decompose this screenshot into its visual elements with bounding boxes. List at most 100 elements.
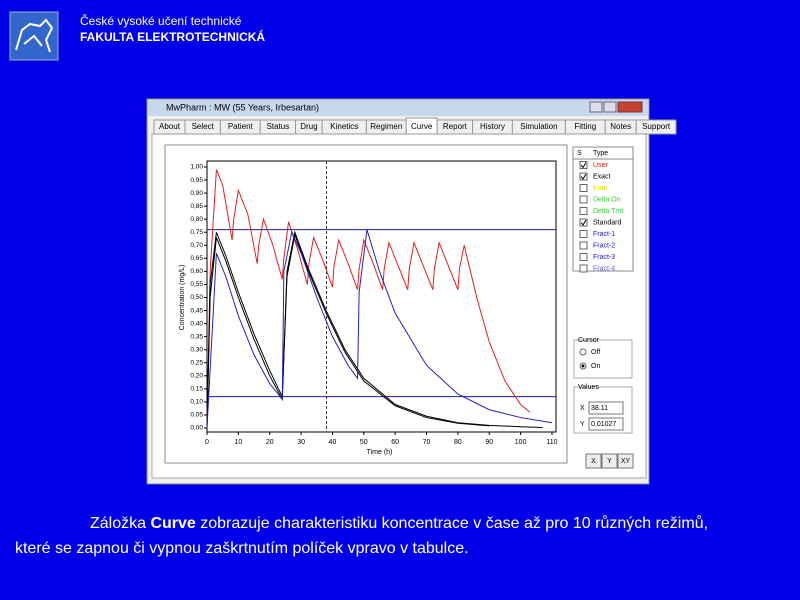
list-item: Fract-1: [593, 231, 615, 238]
logo: [9, 11, 59, 61]
caption: které se zapnou či vypnou zaškrtnutím po…: [15, 540, 469, 557]
group-title: Values: [578, 384, 599, 391]
button-label: Y: [607, 458, 612, 465]
list-item: Fract-2: [593, 242, 615, 249]
field-box: [588, 417, 624, 431]
data-line: [206, 229, 553, 429]
tab-label: Notes: [610, 122, 631, 131]
app-window: MwPharm : MW (55 Years, Irbesartan): [146, 98, 650, 485]
cursor-group: [573, 339, 633, 379]
tab-label: Report: [443, 122, 468, 131]
tab-label: Patient: [228, 122, 254, 131]
y-tick-label: 0,55: [190, 281, 203, 288]
y-tick-label: 0,35: [190, 333, 203, 340]
tab-label: Curve: [411, 122, 433, 131]
y-tick-label: 0,70: [190, 242, 203, 249]
y-tick-label: 0,50: [190, 294, 203, 301]
list-item: Delta Tmt: [593, 208, 623, 215]
y-tick-label: 0,30: [190, 346, 203, 353]
checkbox[interactable]: [579, 218, 588, 227]
x-tick-label: 70: [423, 439, 431, 446]
y-tick-label: 0,10: [190, 399, 203, 406]
data-line: [206, 169, 531, 429]
x-tick-label: 50: [360, 439, 368, 446]
list-item: Standard: [593, 219, 622, 226]
button-label: X: [591, 458, 596, 465]
y-tick-label: 0,40: [190, 320, 203, 327]
radio[interactable]: [579, 348, 587, 356]
tab-label: Simulation: [520, 122, 557, 131]
checkbox[interactable]: [579, 264, 588, 273]
checkbox[interactable]: [579, 230, 588, 238]
x-tick-label: 40: [329, 439, 337, 446]
field-box: [588, 401, 624, 415]
list-item: Delta On: [593, 196, 621, 203]
button[interactable]: [601, 453, 618, 469]
tab-label: Support: [642, 122, 671, 131]
y-tick-label: 0,75: [190, 229, 203, 236]
x-axis-title: Time (h): [367, 449, 393, 456]
window-title: MwPharm : MW (55 Years, Irbesartan): [166, 102, 319, 112]
list-item: Kum: [593, 185, 608, 192]
button[interactable]: [585, 453, 602, 469]
data-line: [206, 232, 490, 429]
checkbox[interactable]: [579, 195, 588, 204]
caption-text: zobrazuje charakteristiku koncentrace v …: [196, 514, 708, 532]
list-item: Exact: [593, 173, 611, 180]
x-tick-label: 80: [454, 439, 462, 446]
x-tick-label: 20: [266, 439, 274, 446]
list-header: S: [577, 150, 582, 157]
y-axis-title: Concentration (mg/L): [179, 265, 186, 331]
y-tick-label: 0,60: [190, 268, 203, 275]
y-tick-label: 0,05: [190, 412, 203, 419]
y-tick-label: 0,85: [190, 203, 203, 210]
values-group: [573, 386, 633, 434]
tab-label: History: [480, 122, 505, 131]
x-tick-label: 10: [234, 439, 242, 446]
list-header: Type: [593, 150, 608, 157]
tab-label: Status: [267, 122, 290, 131]
check-mark: [580, 173, 587, 180]
group-title: Cursor: [578, 337, 600, 344]
y-tick-label: 0,80: [190, 216, 203, 223]
x-tick-label: 100: [515, 439, 527, 446]
y-tick-label: 0,45: [190, 307, 203, 314]
x-tick-label: 110: [546, 439, 557, 446]
y-tick-label: 0,25: [190, 359, 203, 366]
checkbox[interactable]: [579, 241, 588, 250]
caption-bold: Curve: [150, 515, 195, 532]
radio-label: Off: [591, 349, 600, 356]
tab-label: Fitting: [574, 122, 596, 131]
y-tick-label: 0,20: [190, 373, 203, 380]
checkbox[interactable]: [579, 253, 588, 261]
tab-label: About: [159, 122, 181, 131]
y-tick-label: 0,90: [190, 190, 203, 197]
header-line: České vysoké učení technické: [80, 13, 242, 28]
y-tick-label: 0,00: [190, 425, 203, 432]
plot-frame: [206, 160, 557, 433]
tab-label: Regimen: [370, 122, 402, 131]
checkbox[interactable]: [579, 161, 588, 169]
caption-text: Záložka: [90, 515, 150, 532]
field-value: 38.11: [591, 405, 608, 412]
checkbox[interactable]: [579, 207, 588, 215]
data-line: [206, 230, 543, 429]
check-mark: [580, 162, 587, 169]
tab[interactable]: [635, 119, 677, 135]
y-tick-label: 0,15: [190, 386, 203, 393]
list-item: User: [593, 162, 608, 169]
header-line: FAKULTA ELEKTROTECHNICKÁ: [80, 29, 265, 44]
radio-label: On: [591, 363, 600, 370]
y-tick-label: 1,00: [190, 164, 203, 171]
y-tick-label: 0,95: [190, 177, 203, 184]
x-tick-label: 90: [485, 439, 493, 446]
caption: Záložka Curve zobrazuje charakteristiku …: [90, 514, 708, 532]
button[interactable]: [617, 453, 634, 469]
y-tick-label: 0,65: [190, 255, 203, 262]
list-item: Fract-3: [593, 254, 615, 261]
list-item: Fract-4: [593, 265, 615, 272]
checkbox[interactable]: [579, 172, 588, 181]
radio-dot: [581, 364, 585, 368]
checkbox[interactable]: [579, 184, 588, 192]
